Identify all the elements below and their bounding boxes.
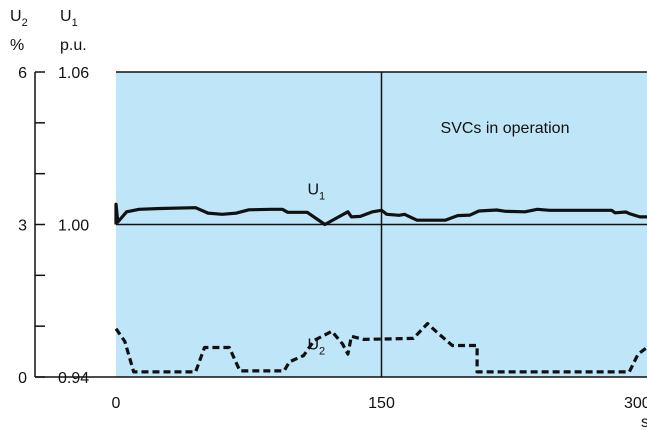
series-u2-line [114,322,647,374]
x-tick-label: 0 [112,395,121,412]
y-inner-tick-label: 1.00 [58,218,89,235]
series-label-u1: U1 [307,182,325,203]
axes-layer [34,71,647,378]
y-outer-axis-unit: % [10,37,24,54]
x-tick-label: 300 [624,395,647,412]
series-label-u2: U2 [307,337,325,358]
y-outer-tick-label: 3 [18,218,27,235]
y-inner-axis-unit: p.u. [60,37,87,54]
labels-layer: 0 3 6 0.94 1.00 1.06 U2 U1% p.u. 0 150 300 s SVCs in … [10,8,647,430]
x-tick-label: 150 [368,395,395,412]
grid-layer [116,71,647,377]
y-outer-tick-label: 6 [18,65,27,82]
series-layer [114,202,647,374]
series-u1-line [114,202,647,227]
y-inner-tick-label: 0.94 [58,370,89,387]
y-inner-axis-symbol: U1 [60,8,78,29]
x-axis-unit: s [641,414,647,430]
annotation-svcs-in-operation: SVCs in operation [441,120,570,137]
y-outer-axis-symbol: U2 [10,8,28,29]
y-inner-tick-label: 1.06 [58,65,89,82]
y-outer-tick-label: 0 [18,370,27,387]
